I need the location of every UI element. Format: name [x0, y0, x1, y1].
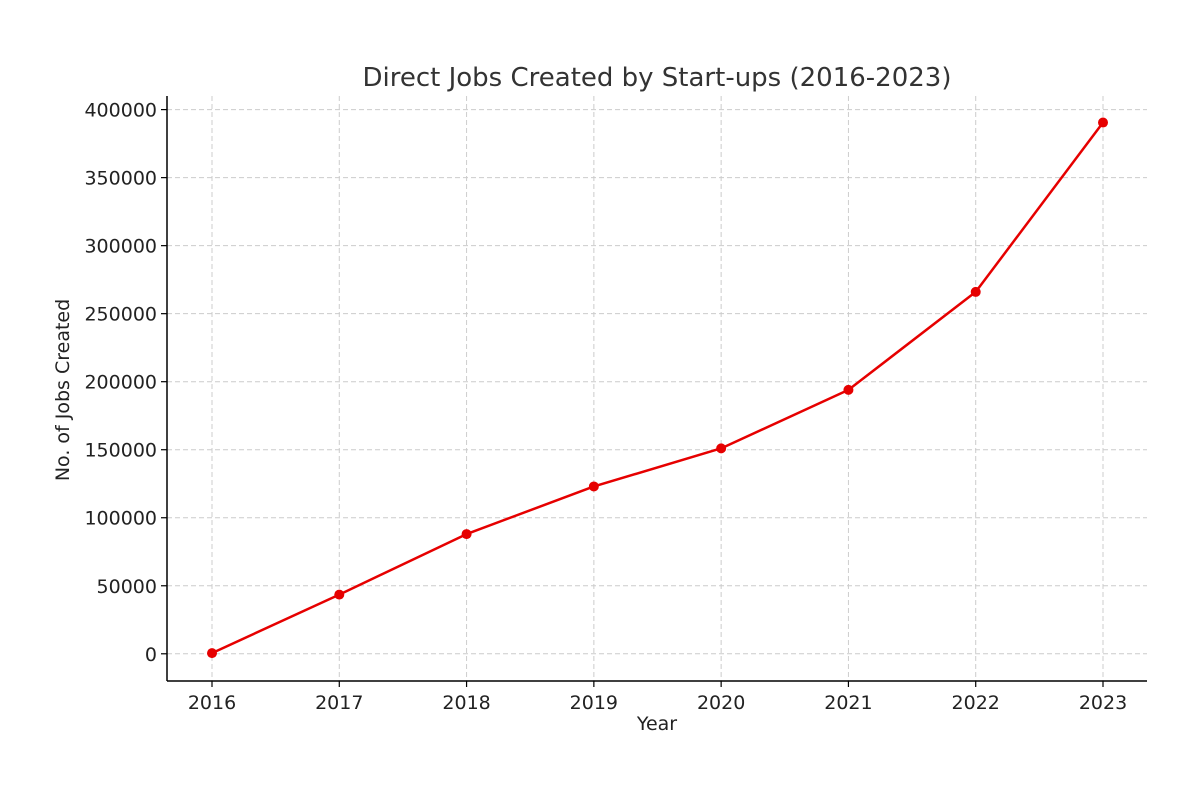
x-tick-label: 2021: [824, 692, 872, 714]
y-tick-label: 350000: [84, 168, 157, 190]
data-point: [461, 529, 472, 540]
y-axis-ticks: 0 50000 100000 150000 200000 250000 300000 3500…: [84, 100, 167, 666]
x-tick-label: 2017: [315, 692, 363, 714]
data-point: [334, 589, 345, 600]
y-tick-label: 400000: [84, 100, 157, 122]
data-point: [1098, 117, 1108, 128]
chart-title: Direct Jobs Created by Start-ups (2016-2…: [362, 63, 951, 93]
y-tick-label: 0: [145, 644, 157, 666]
series-line: [211, 121, 1104, 655]
y-tick-label: 50000: [97, 576, 157, 598]
grid-lines: [167, 96, 1147, 681]
y-tick-label: 300000: [84, 236, 157, 258]
data-point: [588, 481, 599, 492]
x-tick-label: 2016: [188, 692, 236, 714]
x-tick-label: 2022: [952, 692, 1000, 714]
x-tick-label: 2018: [442, 692, 490, 714]
x-tick-label: 2023: [1079, 692, 1127, 714]
x-axis-label: Year: [636, 713, 677, 735]
y-tick-label: 200000: [84, 372, 157, 394]
y-tick-label: 100000: [84, 508, 157, 530]
x-axis-ticks: 2016 2017 2018 2019 2020 2021 2022 2023: [188, 681, 1127, 714]
y-tick-label: 150000: [84, 440, 157, 462]
data-point: [716, 443, 727, 454]
axes: [166, 96, 1147, 682]
data-series: [207, 117, 1108, 659]
data-point: [207, 648, 217, 659]
x-tick-label: 2019: [570, 692, 618, 714]
y-tick-label: 250000: [84, 304, 157, 326]
data-point: [843, 384, 854, 395]
x-tick-label: 2020: [697, 692, 745, 714]
y-axis-label: No. of Jobs Created: [52, 299, 74, 481]
data-point: [970, 286, 981, 297]
